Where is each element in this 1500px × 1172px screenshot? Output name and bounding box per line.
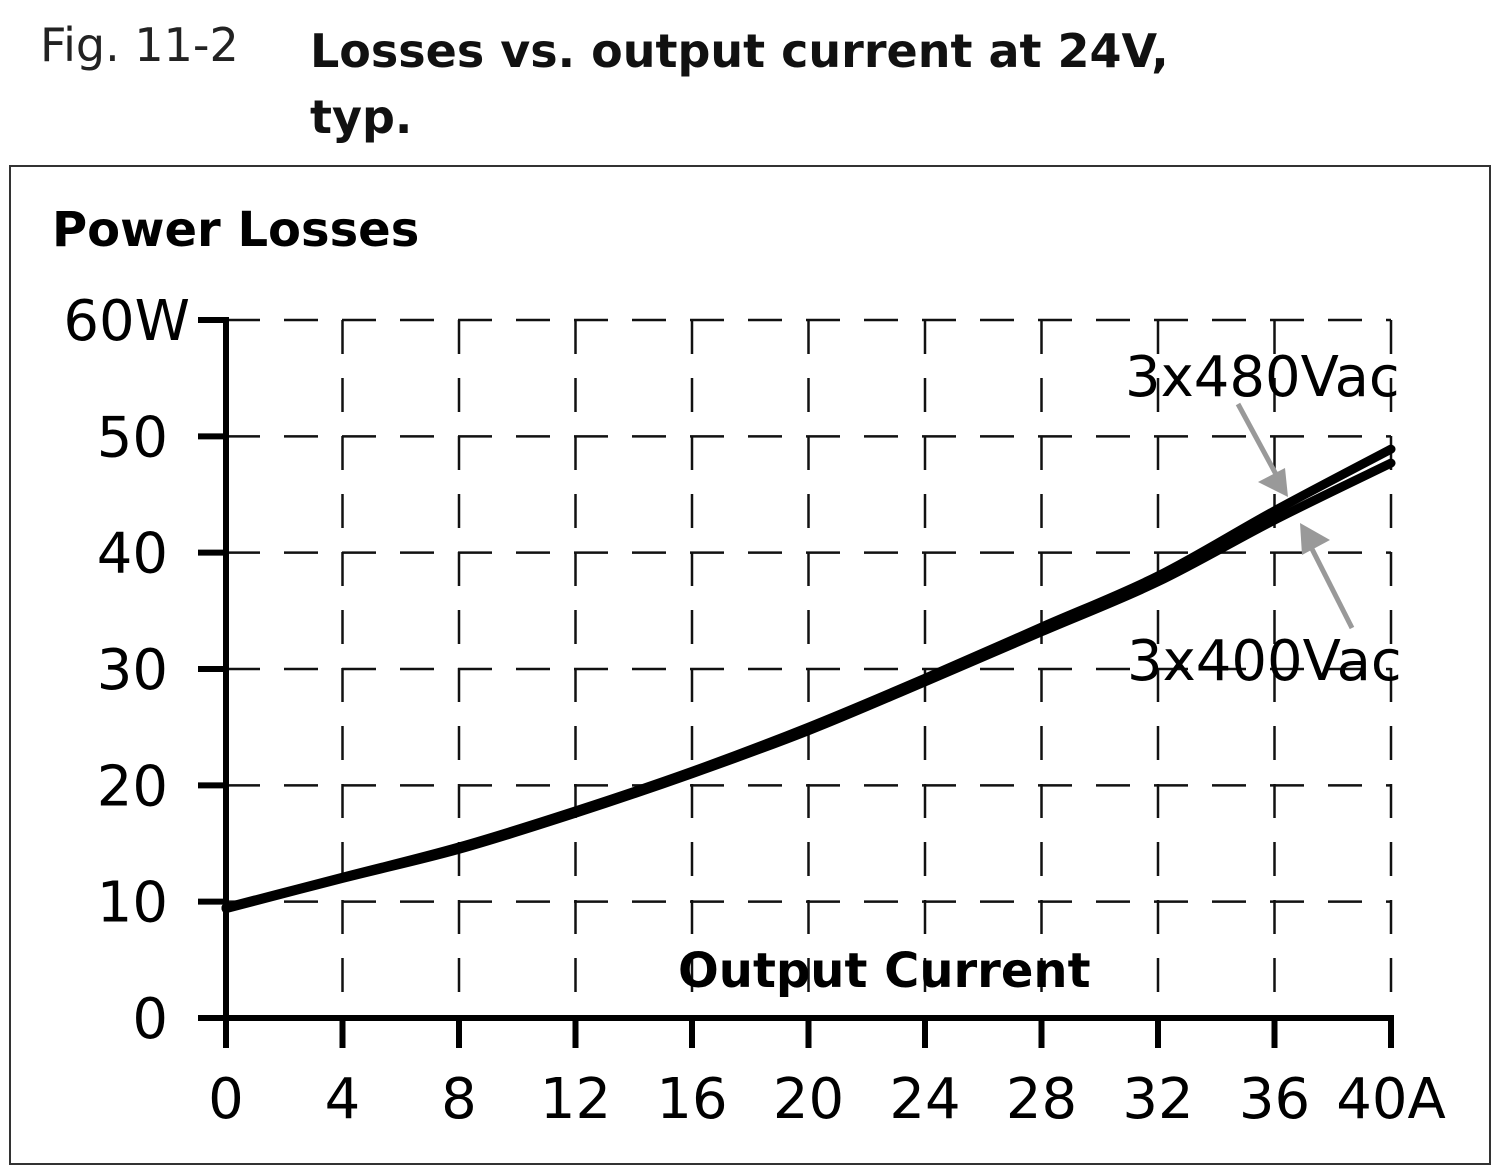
y-tick-label: 30 [97, 638, 168, 703]
figure-title: Losses vs. output current at 24V, typ. [310, 18, 1310, 150]
x-tick-label: 32 [1122, 1067, 1193, 1132]
x-tick-label: 0 [208, 1067, 244, 1132]
y-tick-label: 0 [132, 987, 168, 1052]
x-tick-label: 24 [889, 1067, 960, 1132]
x-tick-label: 4 [325, 1067, 361, 1132]
x-tick-label: 36 [1239, 1067, 1310, 1132]
series-lines [221, 444, 1396, 914]
title-line-2: typ. [310, 90, 413, 144]
arrowhead-400 [1300, 523, 1330, 555]
annotations: 3x480Vac 3x400Vac [1125, 345, 1402, 694]
x-tick-label: 12 [540, 1067, 611, 1132]
grid [226, 318, 1393, 1018]
series-label-480: 3x480Vac [1125, 345, 1400, 410]
y-tick-label: 10 [97, 871, 168, 936]
y-tick-label: 40 [97, 522, 168, 587]
arrowhead-480 [1258, 468, 1288, 497]
tick-labels: 0 4 8 12 16 20 24 28 32 36 40A 0 10 20 30 40 50 60W [63, 289, 1445, 1132]
arrow-480 [1235, 402, 1281, 480]
title-line-1: Losses vs. output current at 24V, [310, 24, 1169, 78]
figure-number: Fig. 11-2 [40, 18, 239, 72]
chart-frame [9, 165, 1491, 1165]
series-line-3x400Vac [221, 458, 1396, 914]
x-axis-label: Output Current [678, 943, 1091, 999]
x-tick-label: 16 [656, 1067, 727, 1132]
y-axis-label: Power Losses [52, 202, 419, 258]
x-tick-label: 28 [1006, 1067, 1077, 1132]
y-tick-label: 20 [97, 754, 168, 819]
x-tick-label: 20 [773, 1067, 844, 1132]
y-tick-label: 50 [97, 405, 168, 470]
series-label-400: 3x400Vac [1127, 629, 1402, 694]
x-tick-label: 8 [441, 1067, 477, 1132]
x-tick-label: 40A [1336, 1067, 1446, 1132]
arrow-400 [1307, 543, 1355, 630]
y-tick-label: 60W [63, 289, 190, 354]
